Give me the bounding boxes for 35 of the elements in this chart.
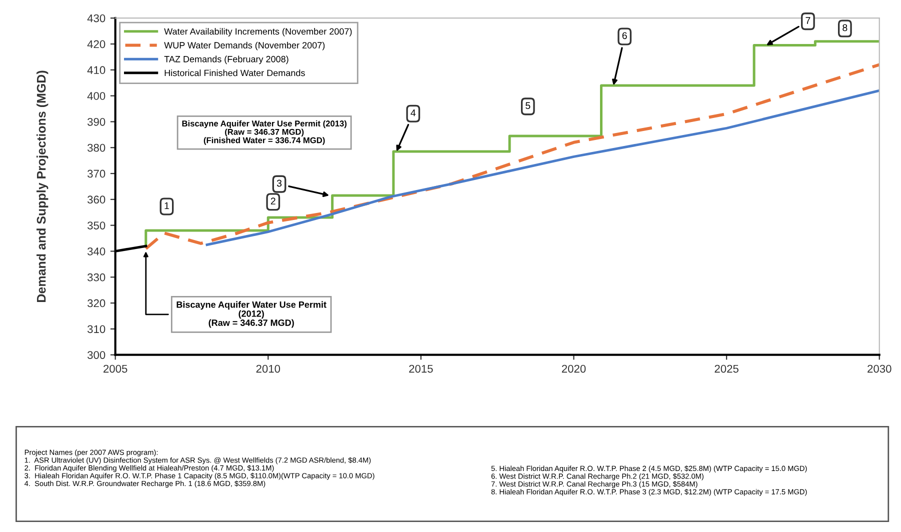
y-tick-label: 330	[87, 273, 106, 282]
x-tick-label: 2005	[104, 364, 128, 373]
x-tick-label: 2015	[409, 364, 433, 373]
annotation: 5	[526, 102, 530, 110]
y-tick-label: 380	[87, 144, 106, 152]
annotation: 8	[842, 24, 848, 32]
y-tick-label: 390	[87, 118, 106, 126]
y-tick-label: 400	[87, 92, 106, 100]
annotation: 7	[806, 17, 810, 24]
y-tick-label: 320	[87, 299, 106, 308]
annotation: Biscayne Aquifer Water Use Permit (2012) (Raw = 346.37 MGD)	[176, 301, 326, 328]
annotation: Biscayne Aquifer Water Use Permit (2013) (Raw = 346.37 MGD) (Finished Water = 336.74 MGD)	[182, 120, 346, 145]
y-tick-label: 340	[87, 247, 106, 256]
y-tick-label: 310	[87, 325, 106, 334]
x-tick-label: 2025	[714, 364, 738, 373]
annotation: 6	[622, 32, 627, 40]
annotation: 3	[276, 180, 282, 187]
y-tick-label: 420	[87, 40, 106, 48]
y-tick-label: 360	[87, 196, 106, 204]
legend-label: WUP Water Demands (November 2007)	[164, 42, 325, 50]
y-axis-title: Demand and Supply Projections (MGD)	[36, 70, 48, 302]
x-tick-label: 2010	[256, 364, 280, 373]
y-tick-label: 350	[87, 222, 106, 230]
legend-label: Historical Finished Water Demands	[164, 70, 305, 76]
annotation: 1	[164, 202, 169, 210]
legend-label: TAZ Demands (February 2008)	[164, 56, 288, 64]
x-tick-label: 2030	[868, 364, 892, 373]
legend-label: Water Availability Increments (November 2007)	[164, 28, 352, 36]
annotation: 2	[270, 198, 276, 204]
y-tick-label: 300	[87, 351, 106, 359]
annotation: 4	[410, 109, 416, 116]
y-tick-label: 370	[87, 170, 106, 178]
x-tick-label: 2020	[562, 364, 586, 373]
y-tick-label: 430	[87, 14, 106, 22]
y-tick-label: 410	[87, 66, 106, 74]
